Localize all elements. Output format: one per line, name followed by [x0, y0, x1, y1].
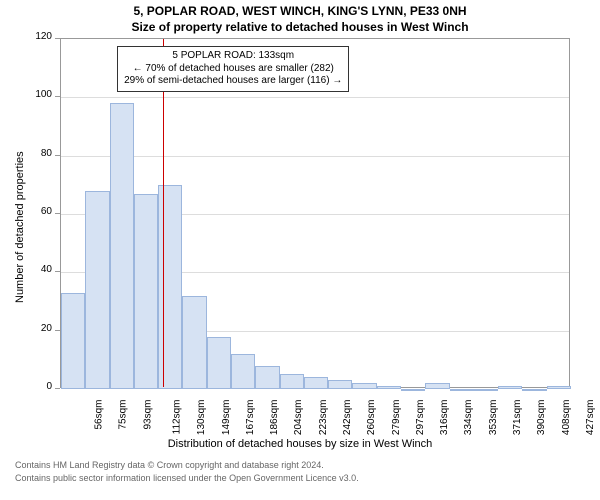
histogram-bar — [110, 103, 134, 389]
histogram-bar — [182, 296, 206, 389]
gridline — [61, 156, 569, 157]
xtick-label: 149sqm — [221, 400, 232, 436]
histogram-bar — [498, 386, 522, 389]
x-axis-label: Distribution of detached houses by size … — [0, 438, 600, 450]
xtick-label: 242sqm — [342, 400, 353, 436]
y-axis-label: Number of detached properties — [14, 151, 26, 303]
xtick-label: 130sqm — [196, 400, 207, 436]
ytick-mark — [55, 96, 60, 97]
ytick-label: 20 — [22, 323, 52, 334]
xtick-label: 279sqm — [391, 400, 402, 436]
xtick-label: 93sqm — [142, 400, 153, 430]
ytick-label: 80 — [22, 148, 52, 159]
histogram-bar — [522, 389, 546, 391]
xtick-label: 75sqm — [118, 400, 129, 430]
xtick-label: 223sqm — [318, 400, 329, 436]
histogram-bar — [231, 354, 255, 389]
xtick-label: 112sqm — [171, 400, 182, 435]
ytick-label: 100 — [22, 89, 52, 100]
xtick-label: 260sqm — [366, 400, 377, 436]
ytick-mark — [55, 38, 60, 39]
ytick-mark — [55, 271, 60, 272]
annotation-box: 5 POPLAR ROAD: 133sqm← 70% of detached h… — [117, 46, 349, 92]
chart-title-line2: Size of property relative to detached ho… — [0, 20, 600, 34]
histogram-bar — [207, 337, 231, 390]
xtick-label: 56sqm — [94, 400, 105, 430]
histogram-bar — [304, 377, 328, 389]
histogram-bar — [134, 194, 158, 389]
ytick-label: 120 — [22, 31, 52, 42]
xtick-label: 353sqm — [488, 400, 499, 436]
ytick-mark — [55, 388, 60, 389]
xtick-label: 297sqm — [415, 400, 426, 436]
histogram-bar — [377, 386, 401, 389]
annotation-line3: 29% of semi-detached houses are larger (… — [124, 75, 342, 88]
gridline — [61, 97, 569, 98]
xtick-label: 204sqm — [294, 400, 305, 436]
footer-line-1: Contains HM Land Registry data © Crown c… — [15, 460, 324, 470]
ytick-label: 60 — [22, 206, 52, 217]
xtick-label: 334sqm — [464, 400, 475, 436]
plot-area: 5 POPLAR ROAD: 133sqm← 70% of detached h… — [60, 38, 570, 388]
histogram-bar — [85, 191, 109, 389]
histogram-bar — [352, 383, 376, 389]
xtick-label: 390sqm — [536, 400, 547, 436]
ytick-label: 0 — [22, 381, 52, 392]
xtick-label: 427sqm — [585, 400, 596, 436]
xtick-label: 408sqm — [561, 400, 572, 436]
annotation-line1: 5 POPLAR ROAD: 133sqm — [124, 50, 342, 63]
histogram-bar — [474, 389, 498, 391]
chart-title-line1: 5, POPLAR ROAD, WEST WINCH, KING'S LYNN,… — [0, 4, 600, 18]
histogram-bar — [328, 380, 352, 389]
histogram-bar — [61, 293, 85, 389]
ytick-mark — [55, 330, 60, 331]
histogram-bar — [450, 389, 474, 391]
xtick-label: 371sqm — [512, 400, 523, 436]
histogram-bar — [547, 386, 571, 389]
footer-line-2: Contains public sector information licen… — [15, 473, 359, 483]
histogram-bar — [401, 389, 425, 391]
ytick-label: 40 — [22, 264, 52, 275]
histogram-bar — [255, 366, 279, 389]
xtick-label: 186sqm — [269, 400, 280, 436]
ytick-mark — [55, 213, 60, 214]
xtick-label: 316sqm — [439, 400, 450, 436]
histogram-bar — [280, 374, 304, 389]
histogram-bar — [158, 185, 182, 389]
xtick-label: 167sqm — [245, 400, 256, 436]
annotation-line2: ← 70% of detached houses are smaller (28… — [124, 63, 342, 76]
ytick-mark — [55, 155, 60, 156]
histogram-bar — [425, 383, 449, 389]
